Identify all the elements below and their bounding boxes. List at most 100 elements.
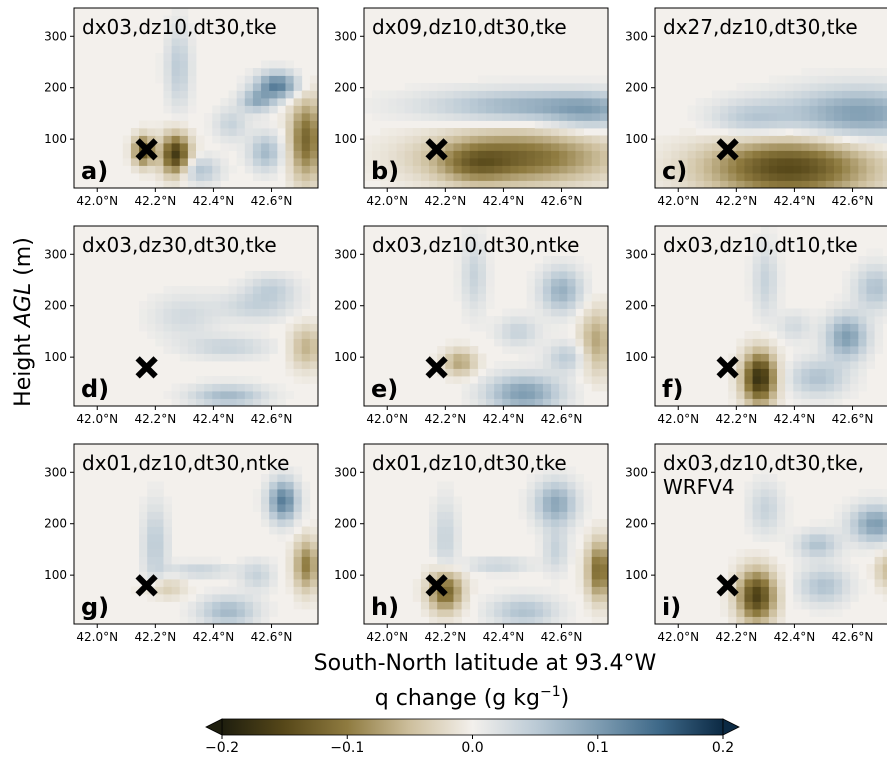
heatmap-cell [801,564,810,572]
heatmap-cell [858,180,867,189]
heatmap-cell [469,158,479,166]
heatmap-cell [228,98,238,106]
heatmap-cell [801,361,810,369]
heatmap-cell [744,331,753,339]
y-tick-label: 300 [44,247,67,261]
heatmap-cell [801,173,810,181]
heatmap-cell [817,173,827,181]
heatmap-cell [752,586,762,595]
heatmap-cell [599,594,609,602]
heatmap-cell [768,293,778,302]
heatmap-cell [453,579,462,587]
heatmap-cell [261,286,270,294]
heatmap-cell [477,594,487,602]
heatmap-cell [261,301,270,309]
heatmap-cell [396,90,406,99]
heatmap-cell [269,83,278,91]
heatmap-cell [551,361,560,369]
heatmap-cell [437,90,446,99]
x-tick-label: 42.6°N [541,630,583,644]
heatmap-cell [293,541,303,550]
heatmap-cell [882,286,887,294]
heatmap-cell [252,564,262,572]
heatmap-cell [171,60,181,69]
heatmap-cell [220,586,229,595]
heatmap-cell [793,75,802,84]
heatmap-cell [736,105,745,114]
heatmap-cell [277,308,286,317]
heatmap-cell [711,90,721,99]
heatmap-cell [534,391,544,399]
heatmap-cell [575,75,584,84]
heatmap-cell [396,158,406,166]
heatmap-cell [744,158,753,166]
heatmap-cell [882,519,887,527]
heatmap-cell [285,368,294,377]
heatmap-cell [777,165,786,174]
heatmap-cell [220,158,229,166]
heatmap-cell [534,301,544,309]
heatmap-cell [760,601,770,610]
heatmap-cell [252,383,262,392]
heatmap-cell [809,586,819,595]
heatmap-cell [825,368,835,377]
heatmap-cell [236,556,246,565]
heatmap-cell [825,586,835,595]
heatmap-cell [752,83,762,91]
heatmap-cell [445,353,454,362]
heatmap-cell [244,556,254,565]
heatmap-cell [453,256,462,264]
heatmap-cell [179,346,189,354]
heatmap-cell [445,361,454,369]
heatmap-cell [825,301,835,309]
heatmap-cell [494,564,503,572]
heatmap-cell [187,135,197,144]
heatmap-cell [736,361,745,369]
heatmap-cell [850,526,859,535]
heatmap-cell [551,128,560,136]
heatmap-cell [583,316,593,324]
heatmap-cell [453,594,462,602]
heatmap-cell [187,128,197,136]
heatmap-cell [866,353,875,362]
heatmap-cell [534,526,544,535]
heatmap-cell [833,534,843,542]
heatmap-cell [269,466,278,475]
heatmap-cell [469,286,479,294]
x-tick-label: 42.2°N [424,412,466,426]
heatmap-cell [842,180,851,189]
heatmap-cell [404,128,414,136]
heatmap-cell [687,150,697,159]
heatmap-cell [559,594,568,602]
heatmap-cell [858,105,867,114]
heatmap-cell [567,549,576,557]
heatmap-cell [768,579,778,587]
heatmap-cell [777,248,786,257]
heatmap-cell [575,338,584,347]
heatmap-cell [212,391,221,399]
heatmap-cell [551,594,560,602]
heatmap-cell [874,263,884,272]
heatmap-cell [728,616,737,625]
heatmap-cell [461,346,471,354]
x-tick-label: 42.6°N [251,194,293,208]
heatmap-cell [833,150,843,159]
heatmap-cell [534,158,544,166]
heatmap-cell [429,504,438,512]
heatmap-cell [882,556,887,565]
heatmap-cell [252,594,262,602]
heatmap-cell [155,150,164,159]
heatmap-cell [445,579,454,587]
heatmap-cell [252,601,262,610]
heatmap-cell [833,376,843,384]
heatmap-cell [882,263,887,272]
heatmap-cell [736,609,745,617]
heatmap-cell [695,165,705,174]
heatmap-cell [526,105,536,114]
heatmap-cell [301,135,311,144]
heatmap-cell [244,301,254,309]
heatmap-cell [874,293,884,302]
heatmap-cell [825,180,835,189]
heatmap-cell [228,128,238,136]
heatmap-cell [551,263,560,272]
